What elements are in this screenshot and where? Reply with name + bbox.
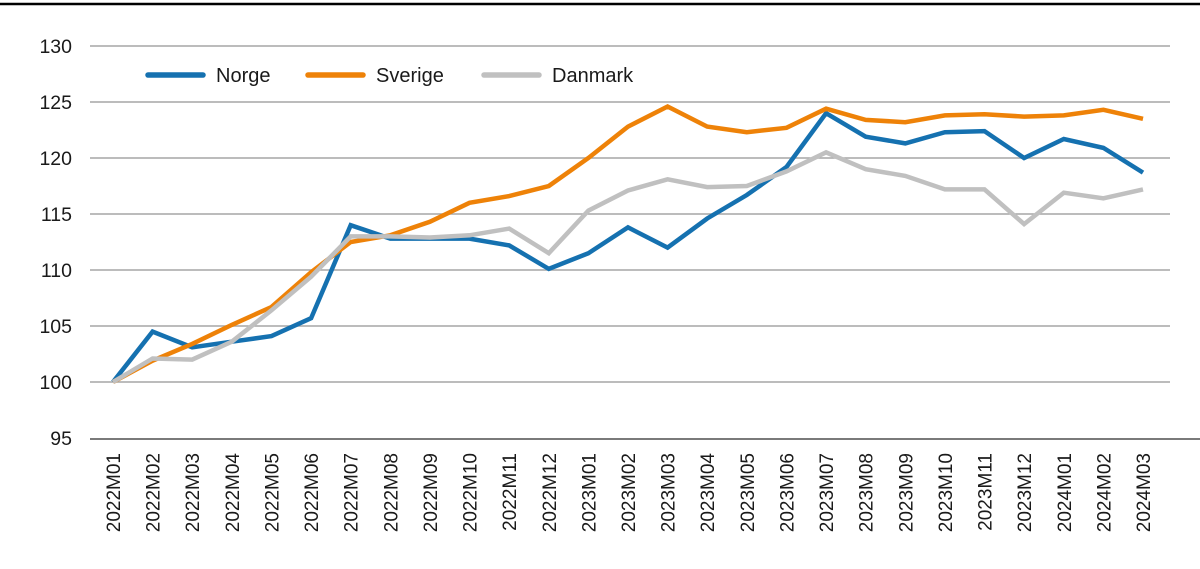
- legend-item-sverige[interactable]: Sverige: [305, 65, 444, 87]
- legend-label-norge: Norge: [216, 65, 270, 87]
- legend-item-norge[interactable]: Norge: [145, 65, 270, 87]
- legend-item-danmark[interactable]: Danmark: [481, 65, 634, 87]
- x-tick-label: 2022M07: [342, 453, 363, 532]
- y-tick-label: 110: [41, 260, 72, 282]
- y-tick-label: 115: [41, 204, 72, 226]
- x-tick-label: 2023M04: [698, 453, 719, 533]
- x-tick-label: 2023M02: [619, 453, 640, 532]
- x-tick-label: 2023M06: [777, 453, 798, 532]
- x-tick-label: 2024M01: [1055, 453, 1076, 532]
- x-tick-label: 2022M01: [104, 453, 125, 532]
- y-tick-label: 100: [39, 372, 72, 394]
- series-line-danmark[interactable]: [111, 149, 1144, 384]
- x-tick-label: 2022M12: [540, 453, 561, 532]
- x-tick-label: 2022M06: [302, 453, 323, 532]
- x-tick-label: 2022M09: [421, 453, 442, 532]
- legend-label-sverige: Sverige: [376, 65, 444, 87]
- x-tick-label: 2023M07: [817, 453, 838, 532]
- x-tick-label: 2023M05: [738, 453, 759, 532]
- x-tick-label: 2024M03: [1134, 453, 1155, 532]
- y-tick-label: 120: [39, 148, 72, 170]
- legend-label-danmark: Danmark: [552, 65, 634, 87]
- x-tick-label: 2023M12: [1015, 453, 1036, 532]
- x-tick-label: 2023M11: [976, 453, 997, 531]
- x-tick-label: 2023M01: [579, 453, 600, 532]
- x-tick-label: 2022M04: [223, 453, 244, 533]
- x-tick-label: 2022M02: [144, 453, 165, 532]
- y-tick-label: 125: [39, 92, 72, 114]
- series-line-sverige[interactable]: [111, 103, 1144, 384]
- x-tick-label: 2022M05: [262, 453, 283, 532]
- x-tick-label: 2024M02: [1094, 453, 1115, 532]
- x-tick-label: 2023M09: [896, 453, 917, 532]
- x-tick-label: 2023M10: [936, 453, 957, 532]
- y-tick-label: 130: [39, 36, 72, 58]
- x-tick-label: 2022M11: [500, 453, 521, 531]
- x-tick-label: 2022M03: [183, 453, 204, 532]
- x-tick-label: 2023M03: [659, 453, 680, 532]
- x-tick-label: 2022M08: [381, 453, 402, 532]
- y-tick-label: 95: [50, 428, 72, 450]
- x-tick-label: 2023M08: [857, 453, 878, 532]
- x-tick-label: 2022M10: [461, 453, 482, 532]
- series-line-norge[interactable]: [111, 110, 1145, 384]
- y-tick-label: 105: [39, 316, 72, 338]
